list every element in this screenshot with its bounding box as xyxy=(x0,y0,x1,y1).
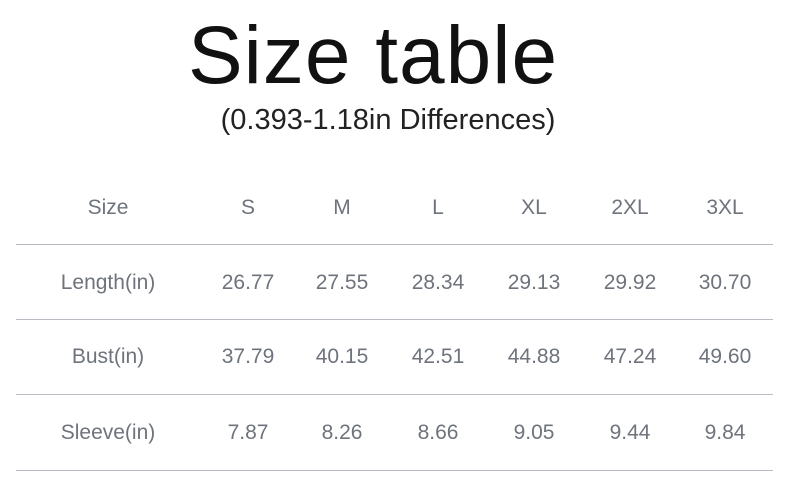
page-title: Size table xyxy=(187,10,559,101)
header-size: XL xyxy=(521,196,547,219)
page-subtitle: (0.393-1.18in Differences) xyxy=(220,104,556,136)
table-cell: 40.15 xyxy=(315,345,369,368)
table-cell: 9.44 xyxy=(609,421,651,444)
table-cell: 30.70 xyxy=(698,271,752,294)
table-cell: 49.60 xyxy=(698,345,752,368)
table-cell: 29.92 xyxy=(603,271,657,294)
table-cell: 9.84 xyxy=(704,421,746,444)
table-cell: 8.66 xyxy=(417,421,459,444)
row-label: Length(in) xyxy=(60,271,156,294)
row-divider xyxy=(16,470,773,471)
table-cell: 47.24 xyxy=(603,345,657,368)
table-cell: 9.05 xyxy=(513,421,555,444)
header-size: S xyxy=(240,196,255,219)
header-size: M xyxy=(333,196,351,219)
table-cell: 42.51 xyxy=(411,345,465,368)
row-divider xyxy=(16,394,773,395)
header-size: 2XL xyxy=(611,196,649,219)
table-cell: 26.77 xyxy=(221,271,275,294)
row-label: Bust(in) xyxy=(71,345,145,368)
row-divider xyxy=(16,319,773,320)
table-cell: 8.26 xyxy=(321,421,363,444)
row-divider xyxy=(16,244,773,245)
table-cell: 28.34 xyxy=(411,271,465,294)
table-cell: 37.79 xyxy=(221,345,275,368)
table-cell: 29.13 xyxy=(507,271,561,294)
header-size: 3XL xyxy=(706,196,744,219)
table-cell: 7.87 xyxy=(227,421,269,444)
table-cell: 44.88 xyxy=(507,345,561,368)
row-label: Sleeve(in) xyxy=(60,421,156,444)
header-label: Size xyxy=(87,196,129,219)
table-cell: 27.55 xyxy=(315,271,369,294)
header-size: L xyxy=(432,196,444,219)
